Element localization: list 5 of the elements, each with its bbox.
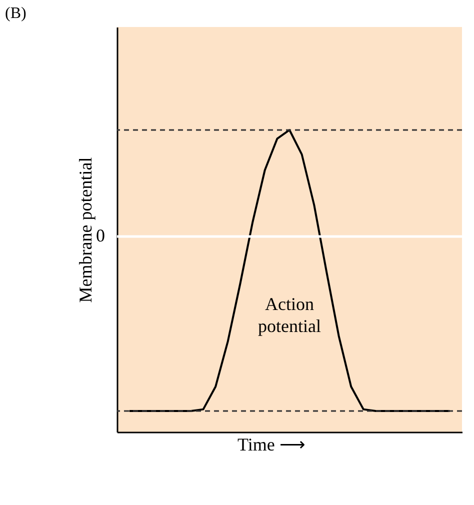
annotation: Action potential: [258, 294, 321, 336]
y-axis-title: Membrane potential: [76, 157, 96, 303]
x-axis-title: Time ⟶: [238, 434, 306, 454]
text: 0: [96, 225, 105, 246]
chart-title: (B): [5, 5, 26, 22]
